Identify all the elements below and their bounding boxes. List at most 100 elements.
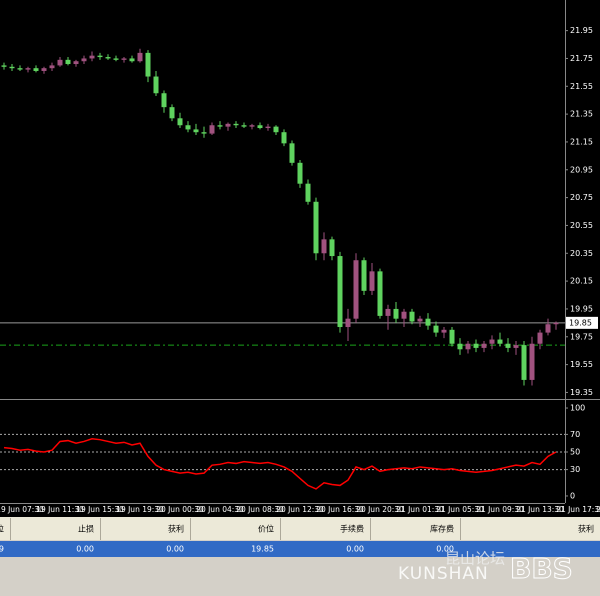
table-cell: 0.00 bbox=[166, 545, 184, 554]
candle-body bbox=[257, 125, 263, 129]
candle-body bbox=[17, 68, 23, 70]
y-tick-label: 20.75 bbox=[570, 193, 593, 202]
table-header: 止损 bbox=[78, 524, 94, 534]
candle-body bbox=[89, 55, 95, 59]
candle-body bbox=[281, 132, 287, 144]
oscillator-line bbox=[3, 438, 557, 490]
table-header: 手续费 bbox=[340, 524, 364, 534]
x-tick-label: 20 Jun 00:30 bbox=[156, 505, 204, 514]
candle-body bbox=[233, 123, 239, 126]
y-tick-label: 0 bbox=[570, 491, 575, 500]
table-row-bg[interactable] bbox=[0, 541, 600, 557]
candle-body bbox=[385, 308, 391, 316]
x-tick-label: 21 Jun 01:30 bbox=[396, 505, 444, 514]
candle-body bbox=[249, 125, 255, 127]
chart-bg bbox=[0, 0, 600, 517]
candle-body bbox=[225, 123, 231, 127]
candle-body bbox=[137, 52, 143, 62]
table-header: 价位 bbox=[258, 524, 274, 534]
candle-body bbox=[553, 322, 559, 325]
table-header: 库存费 bbox=[430, 524, 454, 534]
candle-body bbox=[289, 143, 295, 163]
candle-body bbox=[121, 58, 127, 60]
candle-body bbox=[377, 271, 383, 316]
y-tick-label: 19.75 bbox=[570, 332, 593, 341]
candle-body bbox=[329, 239, 335, 257]
table-cell: 69 bbox=[0, 545, 4, 554]
candle-body bbox=[305, 183, 311, 202]
candle-body bbox=[113, 58, 119, 60]
table-cell: 19.85 bbox=[251, 545, 274, 554]
x-tick-label: 20 Jun 08:30 bbox=[236, 505, 284, 514]
x-tick-label: 20 Jun 04:30 bbox=[196, 505, 244, 514]
candle-body bbox=[177, 118, 183, 126]
candle-body bbox=[265, 126, 271, 129]
candle-body bbox=[361, 260, 367, 291]
candle-body bbox=[321, 239, 327, 254]
candle-body bbox=[153, 76, 159, 94]
candle-body bbox=[393, 308, 399, 319]
y-tick-label: 21.95 bbox=[570, 26, 593, 35]
y-tick-label: 19.55 bbox=[570, 360, 593, 369]
candle-body bbox=[545, 324, 551, 333]
price-tag bbox=[566, 316, 598, 329]
candle-body bbox=[369, 271, 375, 291]
x-tick-label: 20 Jun 12:30 bbox=[276, 505, 324, 514]
candle-body bbox=[217, 125, 223, 127]
candle-body bbox=[9, 66, 15, 69]
candle-body bbox=[65, 59, 71, 65]
candle-body bbox=[537, 332, 543, 344]
y-tick-label: 21.55 bbox=[570, 82, 593, 91]
candle-body bbox=[25, 68, 31, 70]
y-tick-label: 19.35 bbox=[570, 388, 593, 397]
y-tick-label: 70 bbox=[570, 430, 580, 439]
candle-body bbox=[41, 68, 47, 71]
x-tick-label: 20 Jun 20:30 bbox=[356, 505, 404, 514]
candle-body bbox=[465, 343, 471, 350]
candle-body bbox=[1, 65, 7, 67]
candle-body bbox=[209, 125, 215, 134]
y-tick-label: 30 bbox=[570, 465, 580, 474]
watermark-en: KUNSHAN bbox=[398, 564, 489, 584]
candle-body bbox=[73, 61, 79, 65]
candle-body bbox=[33, 68, 39, 71]
candle-body bbox=[489, 339, 495, 344]
candle-body bbox=[273, 126, 279, 133]
table-header: 位 bbox=[0, 524, 4, 534]
candle-body bbox=[313, 201, 319, 254]
table-cell: 0.00 bbox=[346, 545, 364, 554]
x-tick-label: 21 Jun 21:30 bbox=[596, 505, 600, 514]
candle-body bbox=[409, 311, 415, 322]
candle-body bbox=[401, 311, 407, 319]
candle-body bbox=[185, 125, 191, 130]
candle-body bbox=[49, 65, 55, 69]
x-tick-label: 21 Jun 09:30 bbox=[476, 505, 524, 514]
y-tick-label: 21.15 bbox=[570, 137, 593, 146]
candle-body bbox=[473, 343, 479, 348]
candle-body bbox=[529, 343, 535, 380]
candle-body bbox=[425, 318, 431, 326]
x-tick-label: 19 Jun 11:30 bbox=[36, 505, 84, 514]
candle-body bbox=[169, 107, 175, 119]
candle-body bbox=[433, 325, 439, 333]
candle-body bbox=[297, 162, 303, 184]
candle-body bbox=[57, 59, 63, 66]
candle-body bbox=[201, 132, 207, 134]
x-tick-label: 21 Jun 13:30 bbox=[516, 505, 564, 514]
y-tick-label: 20.35 bbox=[570, 249, 593, 258]
candle-body bbox=[497, 339, 503, 344]
y-tick-label: 21.35 bbox=[570, 110, 593, 119]
candle-body bbox=[449, 329, 455, 344]
candle-body bbox=[97, 55, 103, 58]
y-tick-label: 20.55 bbox=[570, 221, 593, 230]
candle-body bbox=[345, 318, 351, 328]
candle-body bbox=[105, 57, 111, 59]
candle-body bbox=[193, 129, 199, 133]
x-tick-label: 21 Jun 05:30 bbox=[436, 505, 484, 514]
price-tag-label: 19.85 bbox=[569, 318, 592, 327]
table-cell: 0.00 bbox=[76, 545, 94, 554]
x-tick-label: 19 Jun 07:30 bbox=[0, 505, 44, 514]
candle-body bbox=[417, 318, 423, 322]
